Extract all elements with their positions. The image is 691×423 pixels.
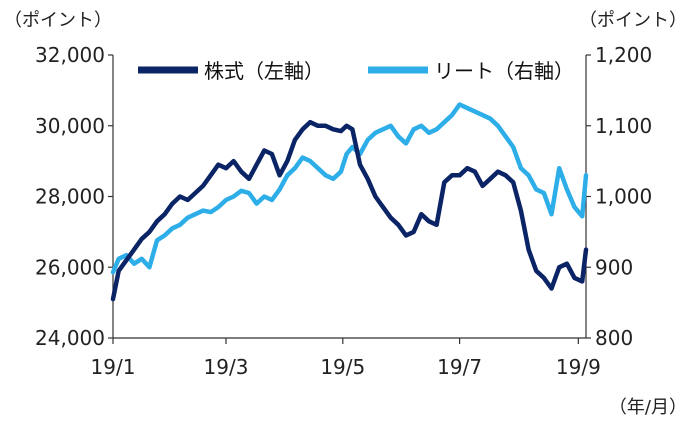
series-lines <box>110 102 589 302</box>
series-line-reit <box>110 102 589 275</box>
legend: 株式（左軸） リート（右軸） <box>138 59 574 83</box>
x-tick-label: 19/9 <box>556 355 601 379</box>
series-line-stocks <box>110 119 589 302</box>
x-tick-label: 19/7 <box>437 355 482 379</box>
left-tick-label: 28,000 <box>35 185 105 209</box>
legend-label-stocks: 株式（左軸） <box>204 59 324 83</box>
legend-label-reit: リート（右軸） <box>434 59 574 83</box>
x-axis-unit: （年/月） <box>609 397 687 418</box>
right-tick-label: 1,000 <box>595 185 652 209</box>
left-tick-label: 24,000 <box>35 326 105 350</box>
right-axis-unit: （ポイント） <box>579 10 687 31</box>
right-tick-label: 800 <box>595 326 633 350</box>
right-tick-label: 1,100 <box>595 114 652 138</box>
left-tick-label: 30,000 <box>35 114 105 138</box>
left-tick-label: 26,000 <box>35 255 105 279</box>
left-tick-label: 32,000 <box>35 43 105 67</box>
tick-labels: 24,000 26,000 28,000 30,000 32,000 800 900 1,00… <box>35 43 652 379</box>
right-tick-label: 1,200 <box>595 43 652 67</box>
left-axis-unit: （ポイント） <box>4 10 112 31</box>
right-tick-label: 900 <box>595 255 633 279</box>
x-tick-label: 19/1 <box>91 355 136 379</box>
x-tick-label: 19/5 <box>320 355 365 379</box>
x-tick-label: 19/3 <box>204 355 249 379</box>
